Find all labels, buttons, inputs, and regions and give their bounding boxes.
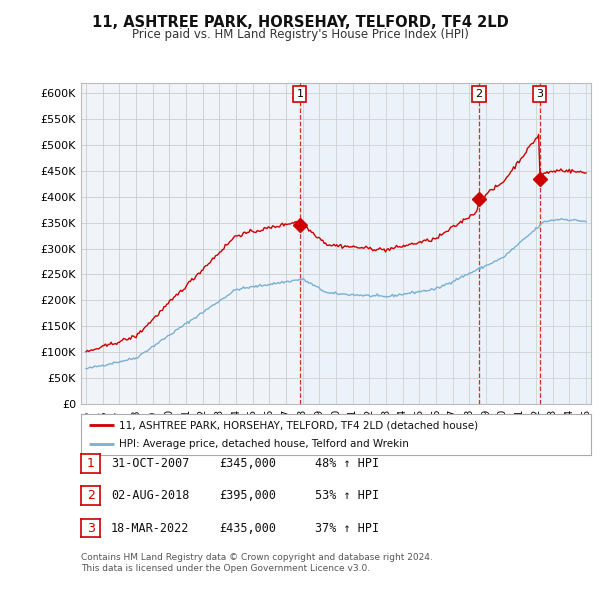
Text: 18-MAR-2022: 18-MAR-2022 <box>111 522 190 535</box>
Bar <box>479 83 539 404</box>
Text: Contains HM Land Registry data © Crown copyright and database right 2024.
This d: Contains HM Land Registry data © Crown c… <box>81 553 433 573</box>
Text: 3: 3 <box>536 89 543 99</box>
Text: £345,000: £345,000 <box>219 457 276 470</box>
Text: 02-AUG-2018: 02-AUG-2018 <box>111 489 190 502</box>
Text: Price paid vs. HM Land Registry's House Price Index (HPI): Price paid vs. HM Land Registry's House … <box>131 28 469 41</box>
Text: £395,000: £395,000 <box>219 489 276 502</box>
Text: £435,000: £435,000 <box>219 522 276 535</box>
Text: 1: 1 <box>296 89 304 99</box>
Text: 11, ASHTREE PARK, HORSEHAY, TELFORD, TF4 2LD (detached house): 11, ASHTREE PARK, HORSEHAY, TELFORD, TF4… <box>119 420 478 430</box>
Text: 2: 2 <box>475 89 482 99</box>
Text: 31-OCT-2007: 31-OCT-2007 <box>111 457 190 470</box>
Text: HPI: Average price, detached house, Telford and Wrekin: HPI: Average price, detached house, Telf… <box>119 440 409 450</box>
Bar <box>539 83 591 404</box>
Text: 37% ↑ HPI: 37% ↑ HPI <box>315 522 379 535</box>
Text: 1: 1 <box>86 457 95 470</box>
Text: 48% ↑ HPI: 48% ↑ HPI <box>315 457 379 470</box>
Text: 11, ASHTREE PARK, HORSEHAY, TELFORD, TF4 2LD: 11, ASHTREE PARK, HORSEHAY, TELFORD, TF4… <box>92 15 508 30</box>
Text: 53% ↑ HPI: 53% ↑ HPI <box>315 489 379 502</box>
Text: 2: 2 <box>86 489 95 502</box>
Text: 3: 3 <box>86 522 95 535</box>
Bar <box>300 83 479 404</box>
